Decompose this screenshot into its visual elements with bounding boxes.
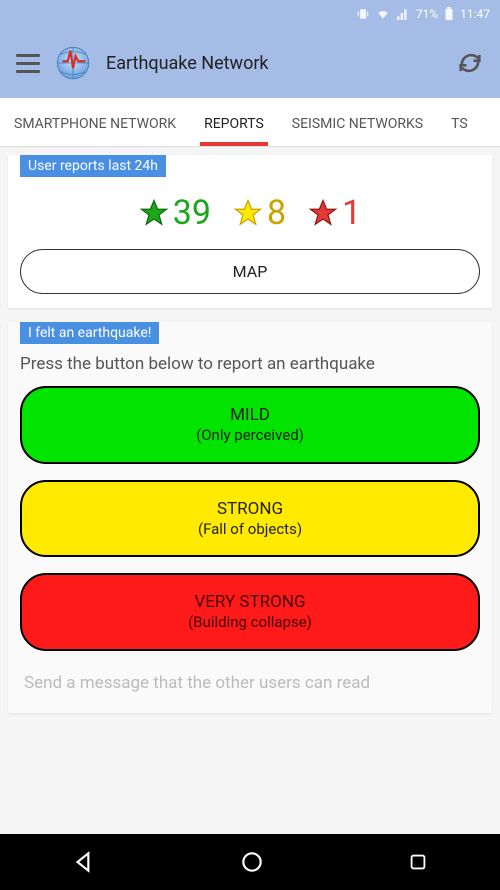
- strong-sub: (Fall of objects): [22, 520, 478, 540]
- star-yellow-icon: [233, 198, 263, 228]
- strong-title: STRONG: [22, 498, 478, 520]
- reports-card: User reports last 24h 39 8 1 MAP: [8, 155, 492, 308]
- tabs: SMARTPHONE NETWORK REPORTS SEISMIC NETWO…: [0, 98, 500, 147]
- wifi-icon: [376, 7, 390, 21]
- nav-recent-icon[interactable]: [407, 851, 429, 873]
- reports-section-tag: User reports last 24h: [20, 155, 166, 177]
- star-green-icon: [139, 198, 169, 228]
- app-logo-icon: [52, 42, 94, 84]
- mild-title: MILD: [22, 404, 478, 426]
- yellow-star-group: 8: [233, 193, 286, 233]
- android-nav-bar: [0, 834, 500, 890]
- vstrong-title: VERY STRONG: [22, 591, 478, 613]
- report-very-strong-button[interactable]: VERY STRONG (Building collapse): [20, 573, 480, 651]
- red-count: 1: [342, 193, 361, 233]
- app-title: Earthquake Network: [106, 53, 444, 74]
- red-star-group: 1: [308, 193, 361, 233]
- battery-icon: [444, 7, 454, 21]
- star-red-icon: [308, 198, 338, 228]
- refresh-button[interactable]: [456, 49, 484, 77]
- green-count: 39: [173, 193, 211, 233]
- signal-icon: [396, 7, 410, 21]
- vibrate-icon: [356, 7, 370, 21]
- report-mild-button[interactable]: MILD (Only perceived): [20, 386, 480, 464]
- tab-seismic-networks[interactable]: SEISMIC NETWORKS: [278, 98, 437, 146]
- vstrong-sub: (Building collapse): [22, 613, 478, 633]
- felt-instruction: Press the button below to report an eart…: [20, 350, 480, 386]
- mild-sub: (Only perceived): [22, 426, 478, 446]
- content: User reports last 24h 39 8 1 MAP I felt …: [0, 147, 500, 735]
- map-button[interactable]: MAP: [20, 249, 480, 294]
- app-bar: Earthquake Network: [0, 28, 500, 98]
- yellow-count: 8: [267, 193, 286, 233]
- felt-footer: Send a message that the other users can …: [20, 667, 480, 699]
- green-star-group: 39: [139, 193, 211, 233]
- menu-button[interactable]: [16, 54, 40, 73]
- tab-overflow[interactable]: TS: [437, 98, 482, 146]
- report-strong-button[interactable]: STRONG (Fall of objects): [20, 480, 480, 558]
- nav-back-icon[interactable]: [71, 849, 97, 875]
- felt-section-tag: I felt an earthquake!: [20, 322, 159, 344]
- tab-reports[interactable]: REPORTS: [190, 98, 278, 146]
- clock-text: 11:47: [460, 7, 490, 21]
- felt-card: I felt an earthquake! Press the button b…: [8, 322, 492, 713]
- tab-smartphone-network[interactable]: SMARTPHONE NETWORK: [0, 98, 190, 146]
- status-bar: 71% 11:47: [0, 0, 500, 28]
- nav-home-icon[interactable]: [239, 849, 265, 875]
- battery-text: 71%: [416, 7, 438, 21]
- stars-row: 39 8 1: [20, 183, 480, 249]
